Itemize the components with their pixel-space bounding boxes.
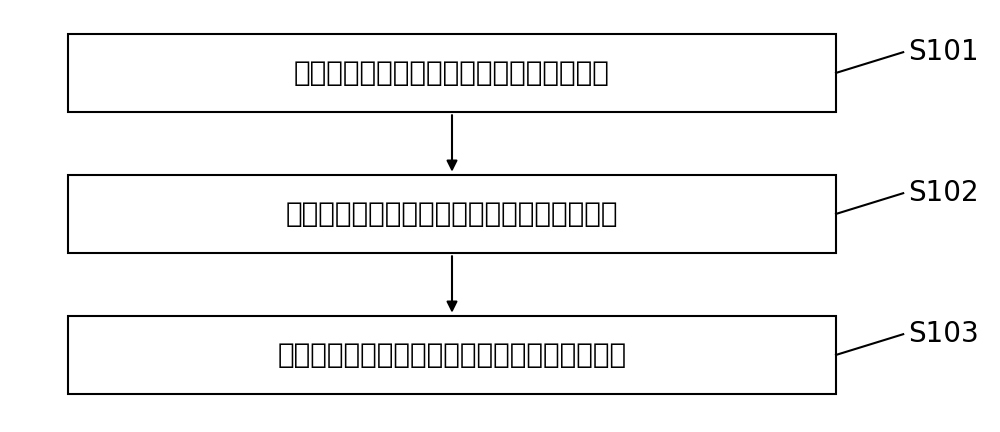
Text: S102: S102 [908,179,979,207]
Text: 获取腔体内多孔催化剂模块的第一当前温度: 获取腔体内多孔催化剂模块的第一当前温度 [294,59,610,87]
FancyBboxPatch shape [68,34,836,112]
Text: S101: S101 [908,38,979,66]
Text: S103: S103 [908,320,979,348]
Text: 确定与所述第一当前温度匹配的目标处理策略: 确定与所述第一当前温度匹配的目标处理策略 [286,200,618,228]
FancyBboxPatch shape [68,315,836,394]
Text: 根据所述目标处理策略，控制进行目标废气处理: 根据所述目标处理策略，控制进行目标废气处理 [277,341,627,369]
FancyBboxPatch shape [68,175,836,253]
